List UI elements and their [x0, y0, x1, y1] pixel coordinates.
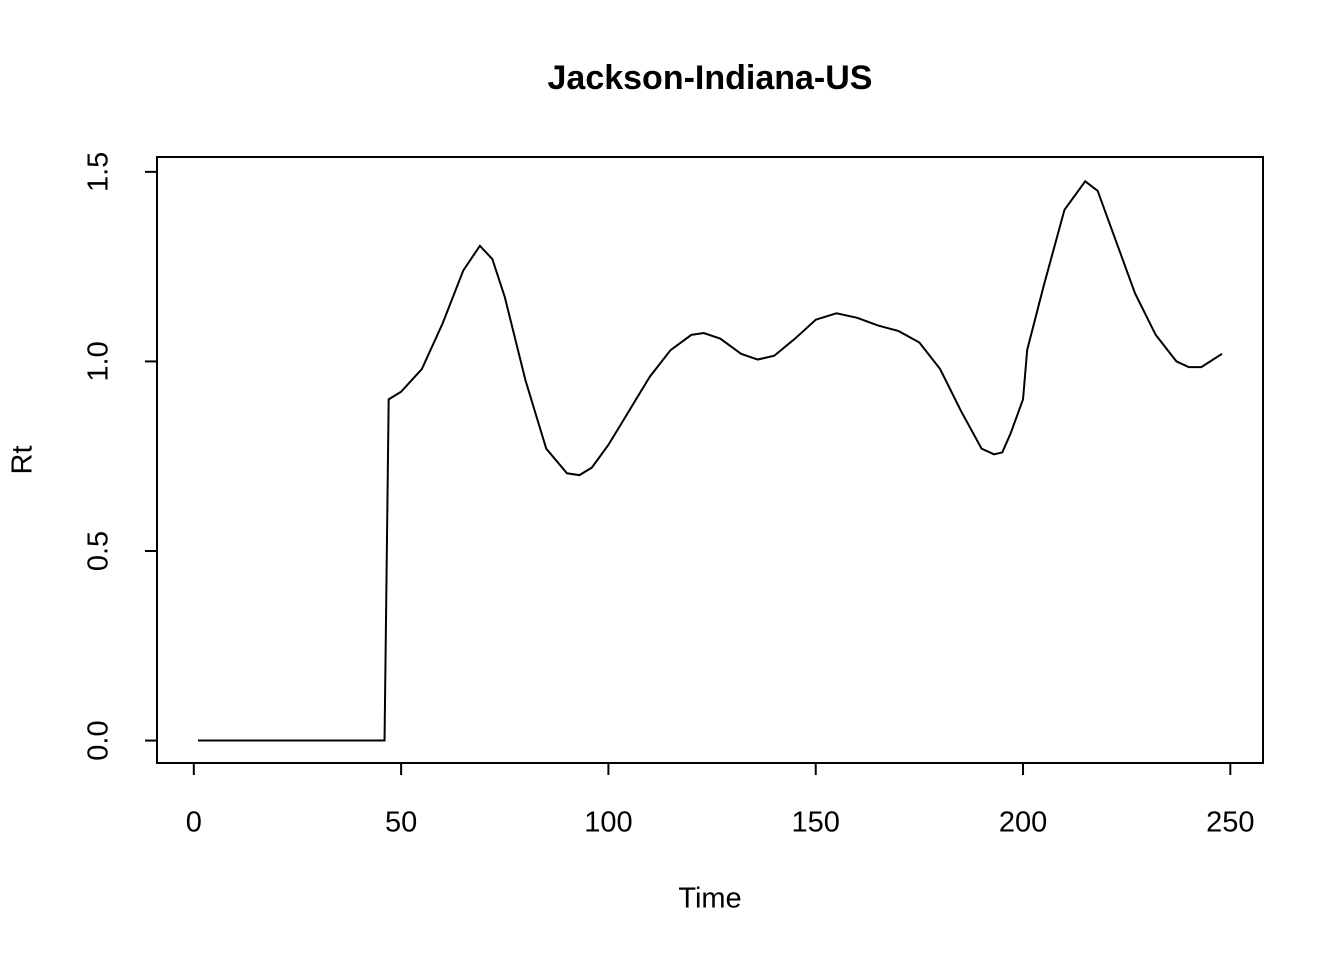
x-tick-label: 100: [584, 807, 632, 839]
x-axis-label: Time: [678, 883, 741, 915]
x-tick-label: 200: [999, 807, 1047, 839]
data-line: [197, 179, 1223, 742]
y-tick-label: 1.0: [83, 341, 115, 381]
chart-title: Jackson-Indiana-US: [548, 59, 873, 97]
y-tick-label: 0.5: [83, 531, 115, 571]
x-tick-label: 150: [792, 807, 840, 839]
y-tick-label: 0.0: [83, 720, 115, 760]
x-tick-label: 50: [385, 807, 417, 839]
y-tick-label: 1.5: [83, 152, 115, 192]
plot-box: [156, 156, 1264, 764]
y-axis-label: Rt: [7, 446, 39, 475]
x-tick-label: 0: [186, 807, 202, 839]
x-tick-label: 250: [1206, 807, 1254, 839]
